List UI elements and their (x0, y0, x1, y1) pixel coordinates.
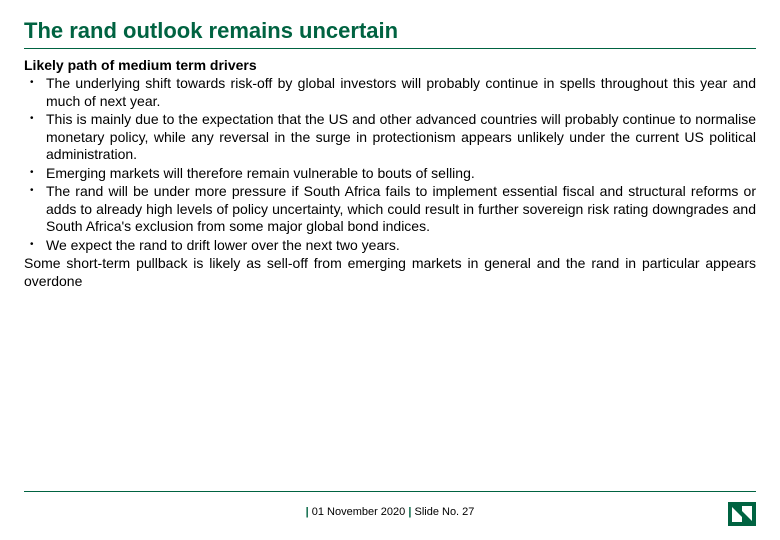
brand-logo-icon (728, 502, 756, 526)
footer-slide-number: Slide No. 27 (414, 506, 474, 518)
subheading: Likely path of medium term drivers (24, 57, 756, 73)
slide-title: The rand outlook remains uncertain (24, 18, 756, 44)
bullet-item: The rand will be under more pressure if … (24, 183, 756, 236)
bullet-list: The underlying shift towards risk-off by… (24, 75, 756, 254)
bullet-item: Emerging markets will therefore remain v… (24, 165, 756, 183)
footer-text: | 01 November 2020 | Slide No. 27 (0, 506, 780, 518)
bullet-item: This is mainly due to the expectation th… (24, 111, 756, 164)
slide-container: The rand outlook remains uncertain Likel… (0, 0, 780, 540)
footer-date: 01 November 2020 (312, 506, 406, 518)
bullet-item: The underlying shift towards risk-off by… (24, 75, 756, 110)
bullet-item: We expect the rand to drift lower over t… (24, 237, 756, 255)
title-underline (24, 48, 756, 49)
footer-underline (24, 491, 756, 492)
closing-text: Some short-term pullback is likely as se… (24, 255, 756, 290)
